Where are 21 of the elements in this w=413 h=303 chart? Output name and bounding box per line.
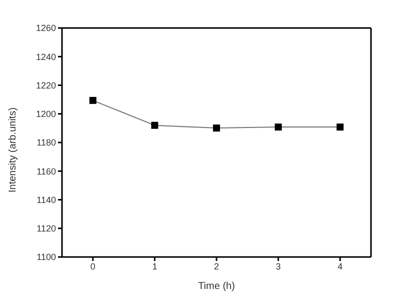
x-tick-label: 4 xyxy=(338,261,343,272)
x-tick-label: 3 xyxy=(276,261,281,272)
point xyxy=(213,124,220,132)
y-tick-label: 1120 xyxy=(36,224,56,234)
x-axis-title: Time (h) xyxy=(198,281,235,292)
y-tick-label: 1160 xyxy=(36,166,56,176)
point xyxy=(89,96,96,104)
y-tick-label: 1220 xyxy=(36,80,56,90)
x-tick-label: 0 xyxy=(90,261,96,272)
point xyxy=(336,124,344,131)
point xyxy=(274,124,282,131)
y-tick-label: 1100 xyxy=(36,252,56,262)
y-tick-label: 1140 xyxy=(36,194,56,205)
y-tick-label: 1240 xyxy=(36,52,56,62)
x-tick-label: 2 xyxy=(214,261,220,272)
y-tick-label: 1260 xyxy=(36,23,56,34)
y-axis-title: Intensity (arb.units) xyxy=(8,107,19,192)
y-tick-label: 1200 xyxy=(36,109,56,120)
x-tick-label: 1 xyxy=(152,261,158,272)
point xyxy=(151,122,158,129)
y-tick-label: 1180 xyxy=(36,138,56,148)
